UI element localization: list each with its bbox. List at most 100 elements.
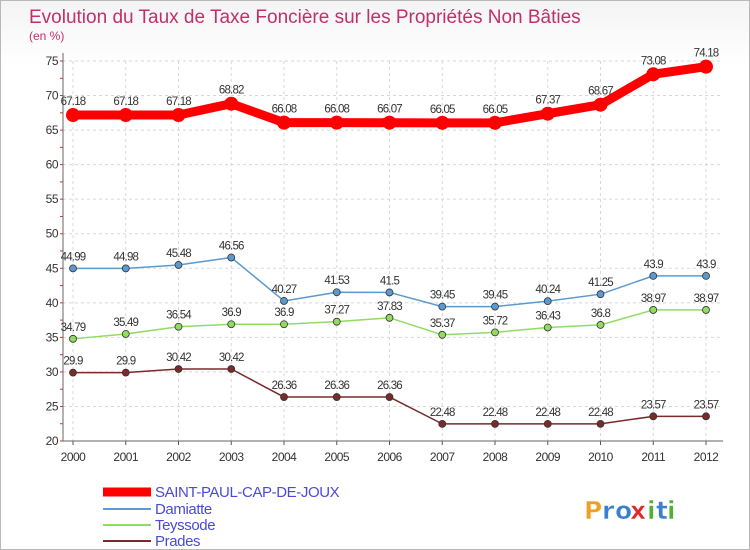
data-label: 38.97 [641, 293, 666, 305]
data-point [280, 320, 288, 329]
data-point [438, 419, 447, 428]
logo-letter: x [630, 496, 646, 525]
data-label: 36.8 [591, 308, 611, 320]
data-label: 68.82 [219, 85, 244, 97]
data-point [227, 320, 236, 329]
data-point [491, 302, 499, 311]
x-tick-label: 2007 [430, 450, 456, 464]
data-label: 41.53 [324, 275, 349, 287]
y-axis-ticks: 20 25 30 35 40 45 50 55 60 65 70 75 [46, 54, 60, 448]
unit-label: (en %) [29, 29, 64, 43]
data-label: 43.9 [696, 259, 716, 271]
legend-label: Prades [155, 533, 200, 549]
x-tick-label: 2002 [166, 450, 192, 464]
y-tick-label: 70 [46, 89, 59, 103]
x-tick-label: 2009 [535, 450, 561, 464]
data-point [329, 115, 344, 130]
data-label: 44.98 [113, 251, 138, 263]
data-point [69, 334, 77, 343]
data-label: 35.37 [430, 318, 455, 330]
data-point [174, 365, 183, 373]
data-point [438, 330, 447, 339]
data-point [702, 412, 710, 421]
y-tick-label: 75 [46, 54, 59, 68]
logo-letter: o [615, 496, 632, 525]
x-tick-label: 2001 [113, 450, 139, 464]
data-point [646, 67, 661, 82]
data-point [543, 419, 552, 428]
data-label: 67.18 [61, 96, 86, 108]
data-point [385, 313, 394, 322]
data-point [702, 271, 710, 280]
y-tick-label: 35 [46, 330, 59, 344]
data-point [332, 288, 341, 297]
data-point [118, 108, 133, 123]
data-label: 36.9 [274, 307, 294, 319]
data-point [649, 412, 658, 421]
data-label: 22.48 [483, 407, 508, 419]
data-label: 35.49 [113, 317, 138, 329]
data-point [438, 302, 447, 311]
data-point [699, 59, 713, 74]
data-label: 74.18 [694, 48, 719, 60]
data-point [277, 115, 291, 130]
x-tick-label: 2000 [61, 450, 87, 464]
data-point [491, 328, 499, 337]
x-axis-ticks: 2000 2001 2002 2003 2004 2005 2006 2007 2008 2009… [61, 450, 720, 464]
data-point [121, 368, 130, 377]
logo-letter: t [656, 496, 668, 525]
x-tick-label: 2008 [483, 450, 509, 464]
y-tick-label: 60 [46, 158, 59, 172]
data-point [649, 271, 658, 280]
x-tick-label: 2010 [588, 450, 614, 464]
data-label: 26.36 [377, 380, 402, 392]
y-tick-label: 30 [46, 365, 59, 379]
data-point [227, 365, 236, 373]
y-tick-label: 40 [46, 296, 59, 310]
data-point [171, 108, 186, 123]
data-point [174, 261, 183, 269]
series-group [66, 59, 713, 428]
data-point [385, 288, 394, 297]
legend-label: Damiatte [155, 501, 212, 518]
data-label: 41.25 [588, 277, 613, 289]
data-label: 66.07 [377, 104, 402, 116]
data-label: 36.9 [222, 307, 242, 319]
data-label: 67.18 [166, 96, 191, 108]
data-label: 35.72 [483, 315, 508, 327]
data-label: 34.79 [61, 322, 86, 334]
data-label: 73.08 [641, 55, 666, 67]
grid [63, 60, 723, 441]
logo-letter: P [584, 496, 602, 525]
data-label: 68.67 [588, 86, 613, 98]
data-label: 37.27 [324, 305, 349, 317]
data-point [543, 297, 552, 306]
data-label: 40.27 [272, 284, 297, 296]
y-tick-label: 20 [46, 434, 59, 448]
axes [60, 53, 723, 445]
data-label: 38.97 [694, 293, 719, 305]
data-point [121, 330, 130, 338]
data-label: 22.48 [430, 407, 455, 419]
data-point [488, 115, 502, 130]
data-label: 30.42 [219, 352, 244, 364]
x-tick-label: 2012 [694, 450, 720, 464]
data-point [227, 253, 236, 262]
data-label: 66.08 [324, 104, 349, 116]
data-point [596, 321, 605, 329]
data-label: 29.9 [116, 356, 136, 368]
x-tick-label: 2003 [219, 450, 245, 464]
data-label: 37.83 [377, 301, 402, 313]
data-label: 67.18 [113, 96, 138, 108]
data-point [69, 264, 77, 273]
data-point [491, 419, 499, 428]
data-label: 36.43 [535, 310, 560, 322]
data-label: 26.36 [324, 380, 349, 392]
data-label: 41.5 [380, 275, 400, 287]
data-label: 66.05 [483, 104, 508, 116]
data-label: 66.05 [430, 104, 455, 116]
logo-letter: r [602, 496, 615, 525]
data-point [596, 419, 605, 428]
data-point [596, 290, 605, 299]
data-label: 39.45 [430, 290, 455, 302]
